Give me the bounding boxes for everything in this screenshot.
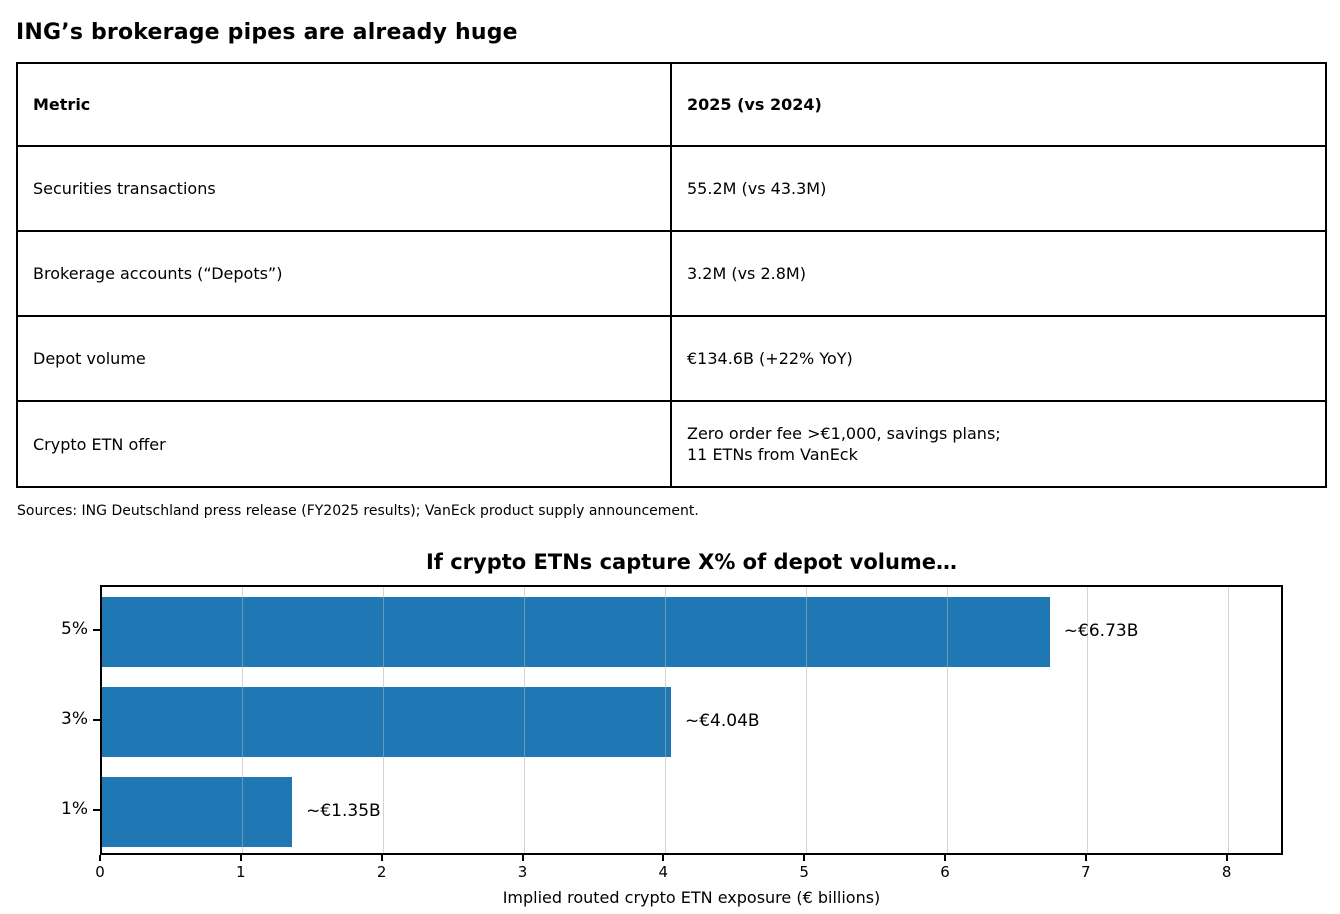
gridline	[383, 587, 385, 853]
x-tick-mark	[380, 855, 383, 861]
value-cell: Zero order fee >€1,000, savings plans; 1…	[670, 400, 1327, 488]
y-tick-mark	[93, 809, 100, 811]
table-row: Brokerage accounts (“Depots”) 3.2M (vs 2…	[16, 230, 1327, 317]
bar	[102, 597, 1050, 667]
metric-cell: Depot volume	[16, 315, 672, 402]
x-axis-label: Implied routed crypto ETN exposure (€ bi…	[502, 888, 881, 907]
bar-value-label: ~€1.35B	[306, 801, 381, 821]
y-tick-mark	[93, 719, 100, 721]
value-cell: 3.2M (vs 2.8M)	[670, 230, 1327, 317]
x-tick-label: 1	[236, 863, 246, 881]
value-cell: €134.6B (+22% YoY)	[670, 315, 1327, 402]
sources-note: Sources: ING Deutschland press release (…	[17, 503, 699, 519]
table-row: Crypto ETN offer Zero order fee >€1,000,…	[16, 400, 1327, 488]
gridline	[1228, 587, 1230, 853]
x-tick-label: 4	[658, 863, 669, 881]
x-tick-mark	[1084, 855, 1087, 861]
table-row: Depot volume €134.6B (+22% YoY)	[16, 315, 1327, 402]
page-title: ING’s brokerage pipes are already huge	[16, 20, 518, 45]
gridline	[524, 587, 525, 853]
x-tick-label: 8	[1221, 863, 1232, 881]
x-tick-mark	[99, 855, 101, 861]
x-tick-mark	[662, 855, 665, 861]
gridline	[1087, 587, 1089, 853]
y-tick-label: 5%	[61, 619, 88, 639]
bar	[102, 687, 671, 757]
x-tick-label: 2	[376, 863, 387, 881]
metric-cell: Brokerage accounts (“Depots”)	[16, 230, 672, 317]
metric-cell: Securities transactions	[16, 145, 672, 232]
y-tick-label: 3%	[61, 709, 88, 729]
gridline	[946, 587, 948, 853]
col-header-metric: Metric	[16, 62, 672, 147]
table-row: Securities transactions 55.2M (vs 43.3M)	[16, 145, 1327, 232]
chart-title: If crypto ETNs capture X% of depot volum…	[425, 550, 958, 574]
x-tick-label: 0	[95, 863, 105, 881]
x-tick-mark	[521, 855, 524, 861]
bar-value-label: ~€4.04B	[685, 711, 760, 731]
x-tick-mark	[239, 855, 242, 861]
metric-cell: Crypto ETN offer	[16, 400, 672, 488]
col-header-2025: 2025 (vs 2024)	[670, 62, 1327, 147]
x-tick-label: 3	[517, 863, 528, 881]
x-tick-label: 5	[799, 863, 809, 881]
plot-area: ~€6.73B ~€4.04B ~€1.35B	[100, 585, 1283, 855]
gridline	[805, 587, 807, 853]
bar-value-label: ~€6.73B	[1063, 621, 1139, 641]
bar	[102, 777, 293, 847]
y-tick-mark	[93, 629, 100, 631]
x-tick-label: 6	[940, 863, 950, 881]
x-tick-mark	[1225, 855, 1228, 861]
x-tick-label: 7	[1081, 863, 1091, 881]
value-cell: 55.2M (vs 43.3M)	[670, 145, 1327, 232]
y-tick-label: 1%	[61, 799, 88, 819]
table-header-row: Metric 2025 (vs 2024)	[16, 62, 1327, 147]
metrics-table: Metric 2025 (vs 2024) Securities transac…	[16, 62, 1327, 488]
x-tick-mark	[944, 855, 946, 861]
x-tick-mark	[803, 855, 806, 861]
gridline	[664, 587, 666, 853]
gridline	[242, 587, 244, 853]
